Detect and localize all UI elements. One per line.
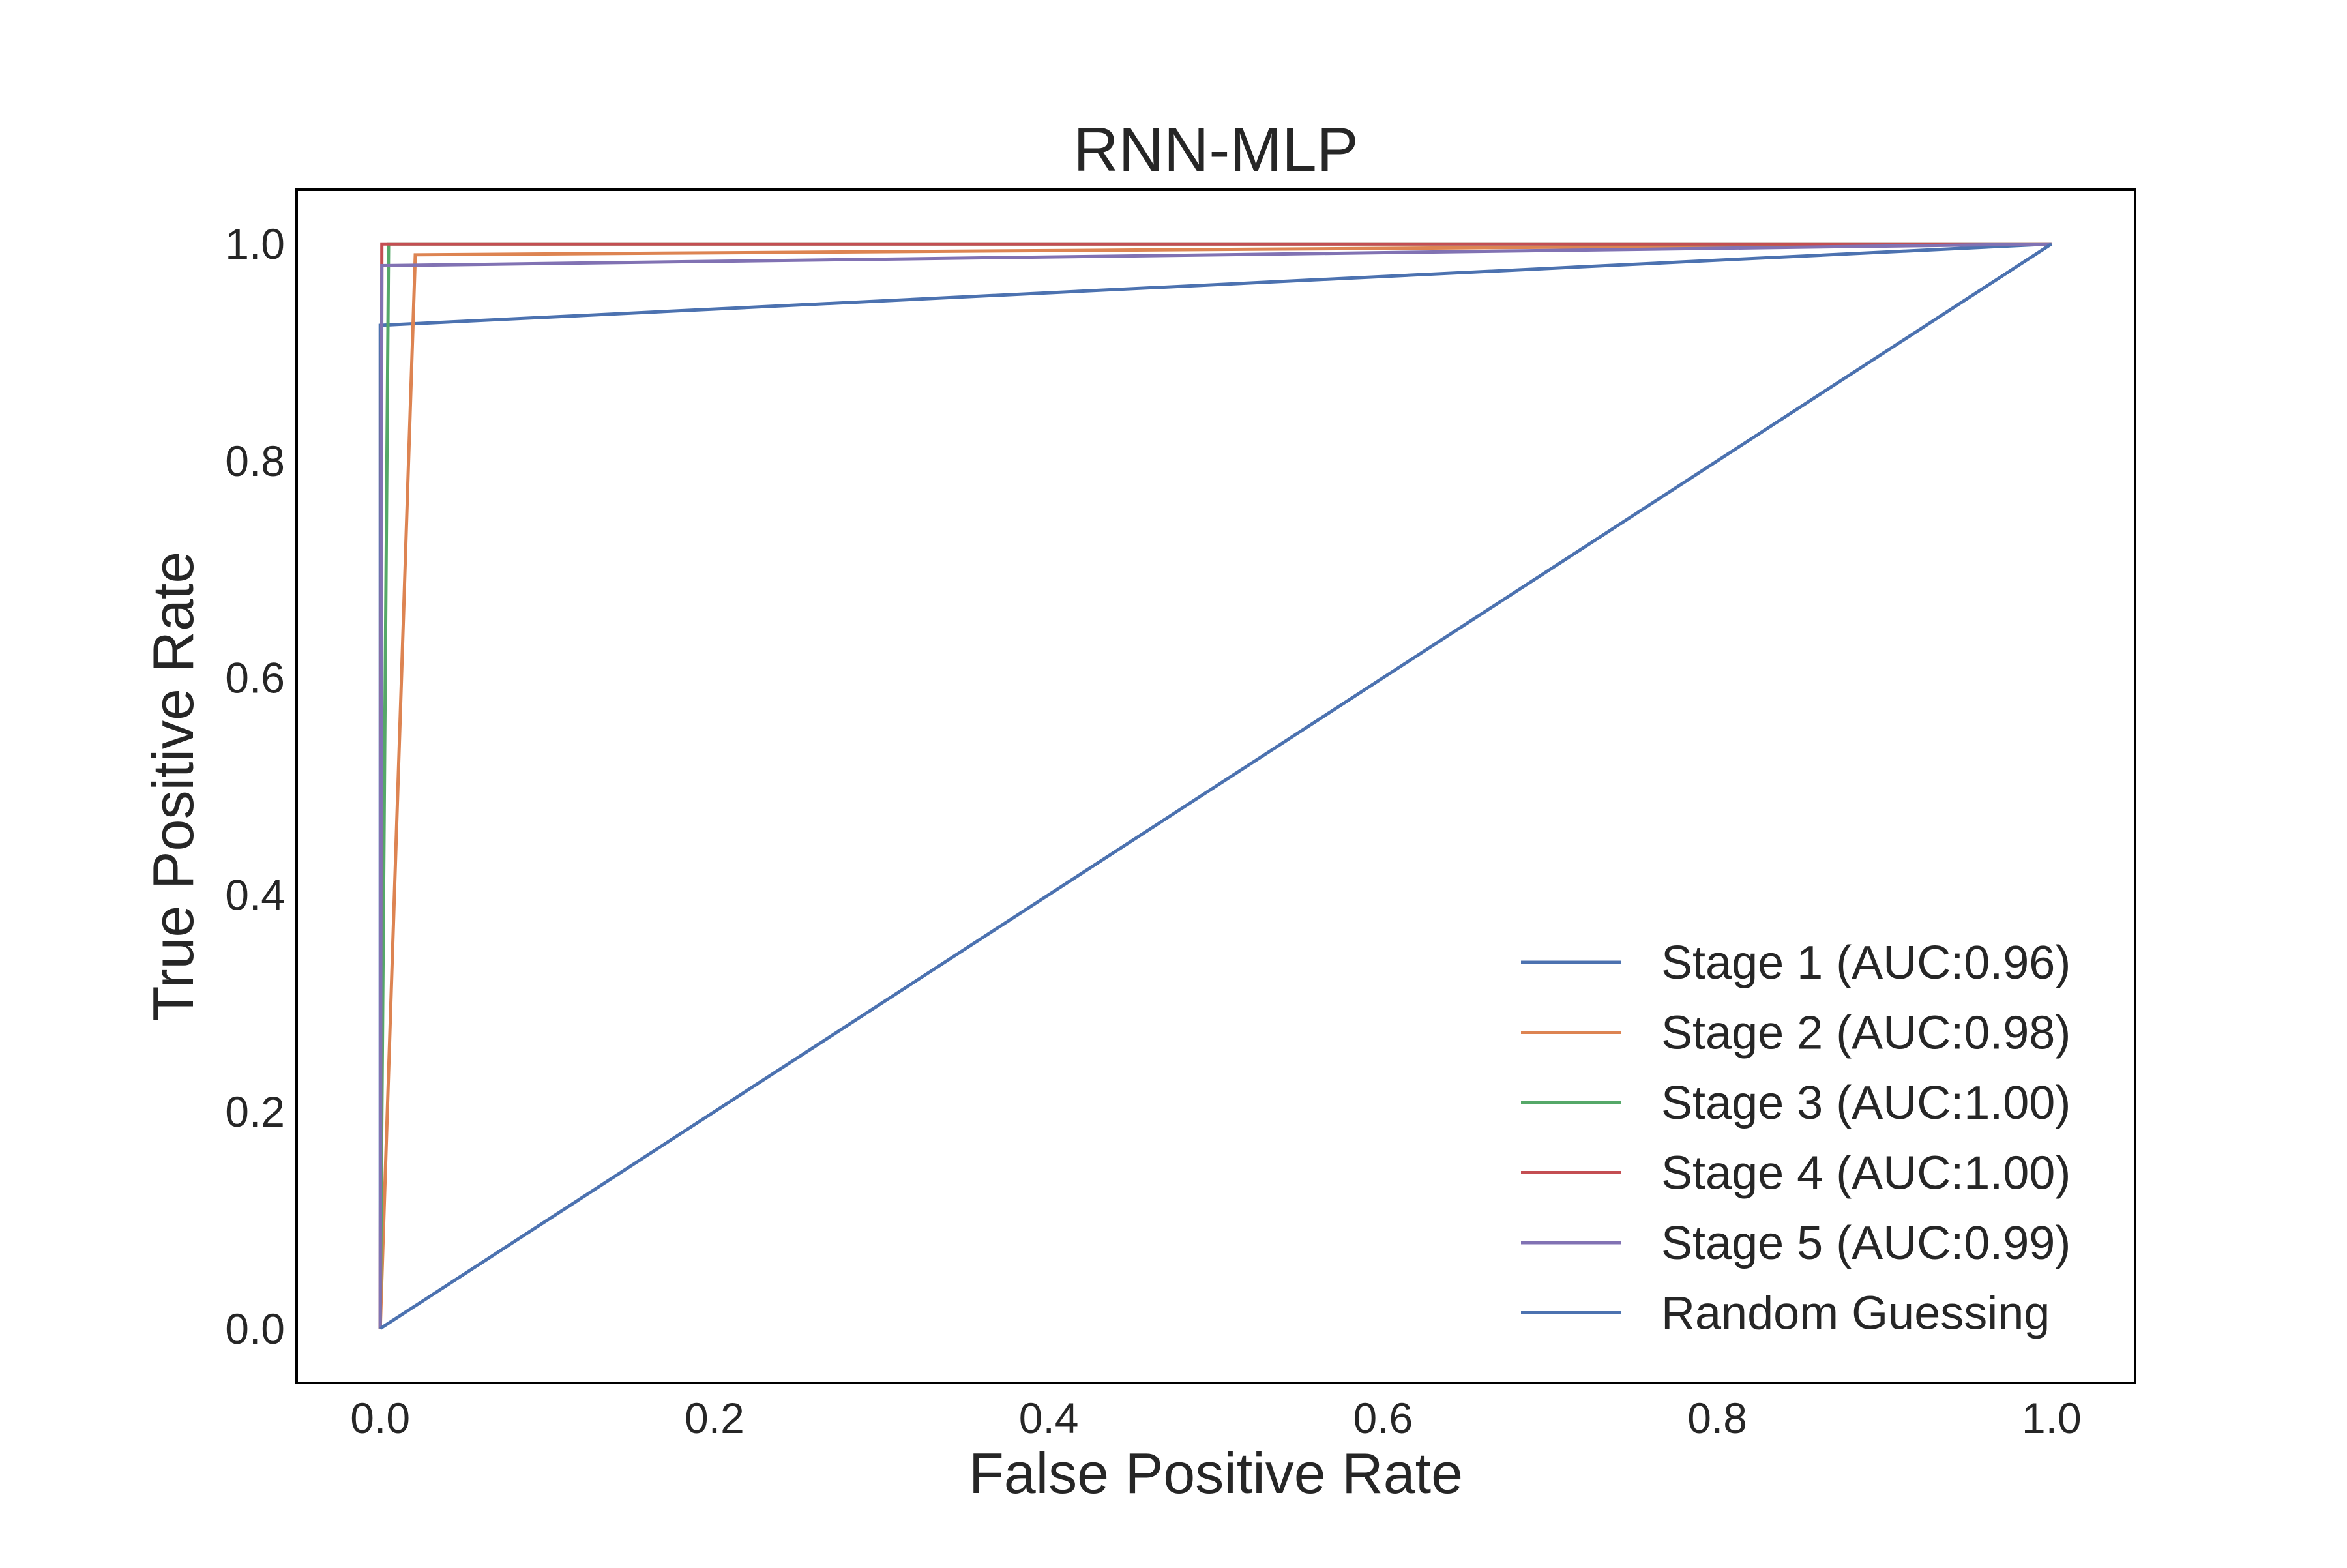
legend-item: Stage 5 (AUC:0.99) — [1521, 1217, 2071, 1269]
x-tick-label: 0.0 — [350, 1394, 410, 1442]
y-tick-label: 0.2 — [225, 1087, 285, 1136]
legend-item: Stage 1 (AUC:0.96) — [1521, 937, 2071, 989]
legend: Stage 1 (AUC:0.96) Stage 2 (AUC:0.98) Stag… — [1521, 937, 2071, 1340]
y-axis: 0.0 0.2 0.4 0.6 0.8 1.0 — [225, 220, 285, 1353]
x-axis: 0.0 0.2 0.4 0.6 0.8 1.0 — [350, 1394, 2081, 1442]
series-line-2 — [378, 242, 2052, 1329]
x-tick-label: 0.8 — [1687, 1394, 1747, 1442]
y-tick-label: 1.0 — [225, 220, 285, 268]
legend-item: Random Guessing — [1521, 1288, 2050, 1340]
plot-frame — [295, 188, 2136, 1384]
legend-label: Random Guessing — [1661, 1288, 2050, 1340]
legend-item: Stage 4 (AUC:1.00) — [1521, 1147, 2071, 1200]
legend-label: Stage 1 (AUC:0.96) — [1661, 937, 2071, 989]
series-line-6 — [379, 243, 2053, 1330]
legend-item: Stage 2 (AUC:0.98) — [1521, 1007, 2071, 1059]
x-tick-label: 0.2 — [685, 1394, 745, 1442]
y-tick-label: 0.6 — [225, 654, 285, 702]
x-tick-label: 1.0 — [2022, 1394, 2082, 1442]
legend-label: Stage 2 (AUC:0.98) — [1661, 1007, 2071, 1059]
x-tick-label: 0.4 — [1019, 1394, 1079, 1442]
y-axis-label: True Positive Rate — [141, 552, 205, 1022]
chart-title: RNN-MLP — [1073, 115, 1358, 185]
x-tick-label: 0.6 — [1353, 1394, 1413, 1442]
legend-label: Stage 5 (AUC:0.99) — [1661, 1217, 2071, 1269]
legend-label: Stage 4 (AUC:1.00) — [1661, 1147, 2071, 1200]
legend-label: Stage 3 (AUC:1.00) — [1661, 1077, 2071, 1129]
legend-item: Stage 3 (AUC:1.00) — [1521, 1077, 2071, 1129]
series-line-5 — [378, 242, 2052, 1329]
y-tick-label: 0.8 — [225, 437, 285, 485]
x-axis-label: False Positive Rate — [969, 1441, 1463, 1505]
y-tick-label: 0.4 — [225, 870, 285, 919]
series-layer — [378, 242, 2053, 1330]
y-tick-label: 0.0 — [225, 1305, 285, 1353]
